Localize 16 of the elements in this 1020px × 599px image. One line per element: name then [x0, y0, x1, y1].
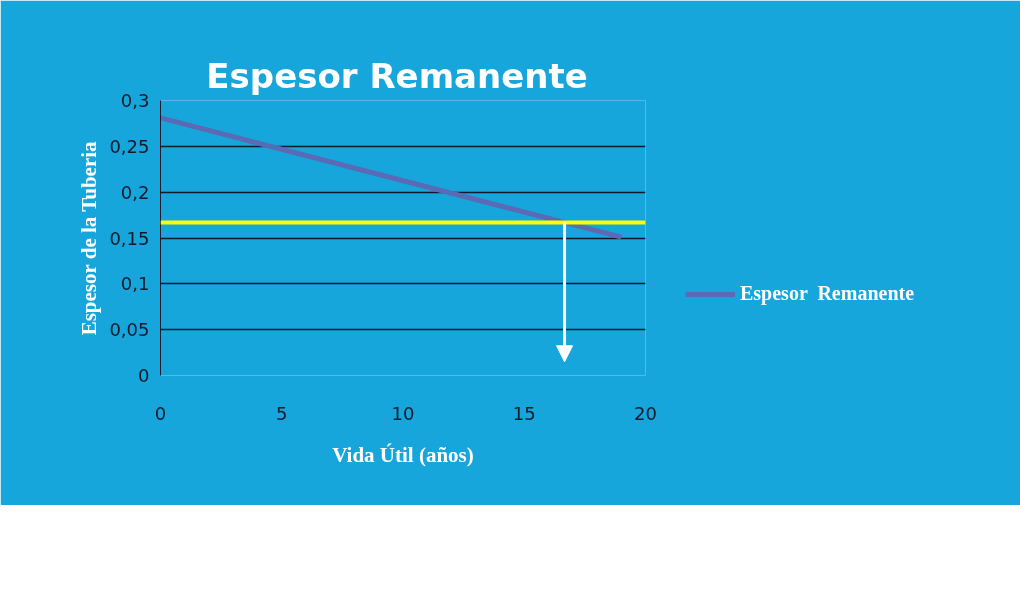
x-tick-label: 10 — [391, 402, 415, 424]
chart-title: Espesor Remanente — [206, 55, 588, 96]
x-tick-label: 15 — [512, 402, 536, 424]
x-tick-label: 0 — [154, 402, 167, 424]
y-tick-label: 0,15 — [109, 227, 150, 249]
x-axis-title: Vida Útil (años) — [332, 442, 474, 467]
y-tick-label: 0,2 — [120, 181, 150, 203]
x-tick-label: 5 — [276, 402, 288, 424]
y-tick-label: 0,25 — [109, 135, 150, 157]
y-tick-label: 0,3 — [120, 90, 150, 111]
y-tick-label: 0,1 — [120, 273, 150, 295]
y-tick-label: 0,05 — [109, 319, 150, 341]
x-tick-label: 20 — [634, 402, 657, 424]
y-axis-title: Espesor de la Tuberia — [77, 140, 102, 336]
y-tick-label: 0 — [138, 365, 150, 386]
legend-label: Espesor Remanente — [740, 282, 915, 305]
